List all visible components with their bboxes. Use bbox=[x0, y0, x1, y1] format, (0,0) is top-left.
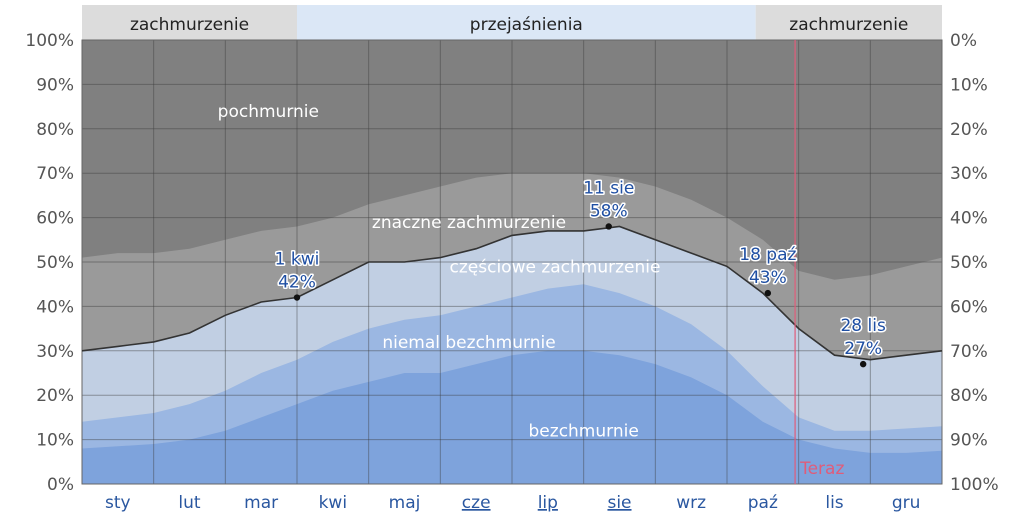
callout-value-1: 58% bbox=[590, 201, 628, 221]
month-label-0: sty bbox=[105, 493, 131, 513]
month-label-9: paź bbox=[748, 493, 778, 513]
season-bar: zachmurzenie przejaśnienia zachmurzenie bbox=[82, 5, 942, 40]
month-label-4: maj bbox=[389, 493, 421, 513]
y-tick-left-2: 20% bbox=[36, 386, 74, 406]
y-tick-left-6: 60% bbox=[36, 209, 74, 229]
season-label-0: zachmurzenie bbox=[130, 15, 249, 35]
month-label-11: gru bbox=[892, 493, 921, 513]
y-tick-left-8: 80% bbox=[36, 120, 74, 140]
grid-layer bbox=[81, 39, 943, 485]
y-tick-right-7: 30% bbox=[950, 164, 988, 184]
season-block-1 bbox=[297, 5, 756, 40]
y-tick-left-4: 40% bbox=[36, 297, 74, 317]
y-tick-right-0: 100% bbox=[950, 475, 999, 495]
y-tick-left-1: 10% bbox=[36, 431, 74, 451]
season-label-1: przejaśnienia bbox=[470, 15, 583, 35]
now-label: Teraz bbox=[799, 459, 844, 479]
y-tick-left-10: 100% bbox=[25, 31, 74, 51]
y-tick-right-8: 20% bbox=[950, 120, 988, 140]
clear-percent-line bbox=[81, 225, 943, 361]
callout-dot-2 bbox=[764, 289, 772, 297]
callout-dot-1 bbox=[605, 223, 612, 230]
callout-date-1: 11 sie bbox=[583, 178, 634, 198]
month-label-1: lut bbox=[178, 493, 200, 513]
month-label-7: sie bbox=[607, 493, 631, 513]
callout-value-0: 42% bbox=[278, 273, 316, 293]
month-label-10: lis bbox=[825, 493, 843, 513]
month-label-2: mar bbox=[244, 493, 278, 513]
band-label-bezchmurnie: bezchmurnie bbox=[529, 422, 639, 442]
y-tick-left-9: 90% bbox=[36, 75, 74, 95]
month-label-6: lip bbox=[538, 493, 558, 513]
plot-frame bbox=[81, 39, 943, 485]
line-layer bbox=[81, 225, 943, 361]
callout-dot-0 bbox=[293, 294, 301, 301]
y-tick-left-0: 0% bbox=[47, 475, 74, 495]
y-tick-right-3: 70% bbox=[950, 342, 988, 362]
y-tick-right-6: 40% bbox=[950, 209, 988, 229]
season-label-2: zachmurzenie bbox=[789, 15, 908, 35]
band-label-pochmurnie: pochmurnie bbox=[218, 102, 319, 122]
y-tick-right-9: 10% bbox=[950, 75, 988, 95]
y-tick-right-2: 80% bbox=[950, 386, 988, 406]
callout-date-0: 1 kwi bbox=[275, 250, 320, 270]
month-label-5: cze bbox=[462, 493, 491, 513]
y-tick-right-1: 90% bbox=[950, 431, 988, 451]
now-layer: Teraz bbox=[794, 40, 844, 484]
y-tick-left-3: 30% bbox=[36, 342, 74, 362]
season-block-0 bbox=[82, 5, 297, 40]
label-layer: bezchmurnie niemal bezchmurnie częściowe z… bbox=[218, 102, 888, 442]
band-label-znaczne-zachmurzenie: znaczne zachmurzenie bbox=[372, 213, 566, 233]
y-tick-right-4: 60% bbox=[950, 297, 988, 317]
month-label-8: wrz bbox=[676, 493, 706, 513]
callout-value-3: 27% bbox=[844, 339, 882, 359]
y-tick-right-10: 0% bbox=[950, 31, 977, 51]
y-tick-right-5: 50% bbox=[950, 253, 988, 273]
y-tick-left-5: 50% bbox=[36, 253, 74, 273]
band-label-częściowe-zachmurzenie: częściowe zachmurzenie bbox=[450, 257, 661, 277]
band-label-niemal-bezchmurnie: niemal bezchmurnie bbox=[382, 333, 555, 353]
callout-dot-3 bbox=[859, 360, 867, 368]
y-tick-left-7: 70% bbox=[36, 164, 74, 184]
axis-layer: 0% 10% 20% 30% 40% 50% 60% 70% 80% 90% 100% 100% 90%… bbox=[25, 31, 998, 513]
callout-date-2: 18 paź bbox=[739, 245, 796, 265]
area-bezchmurnie bbox=[82, 350, 942, 484]
callout-value-2: 43% bbox=[749, 268, 787, 288]
month-label-3: kwi bbox=[319, 493, 347, 513]
callout-date-3: 28 lis bbox=[840, 316, 885, 336]
season-block-2 bbox=[755, 5, 942, 40]
area-layer bbox=[82, 40, 942, 484]
